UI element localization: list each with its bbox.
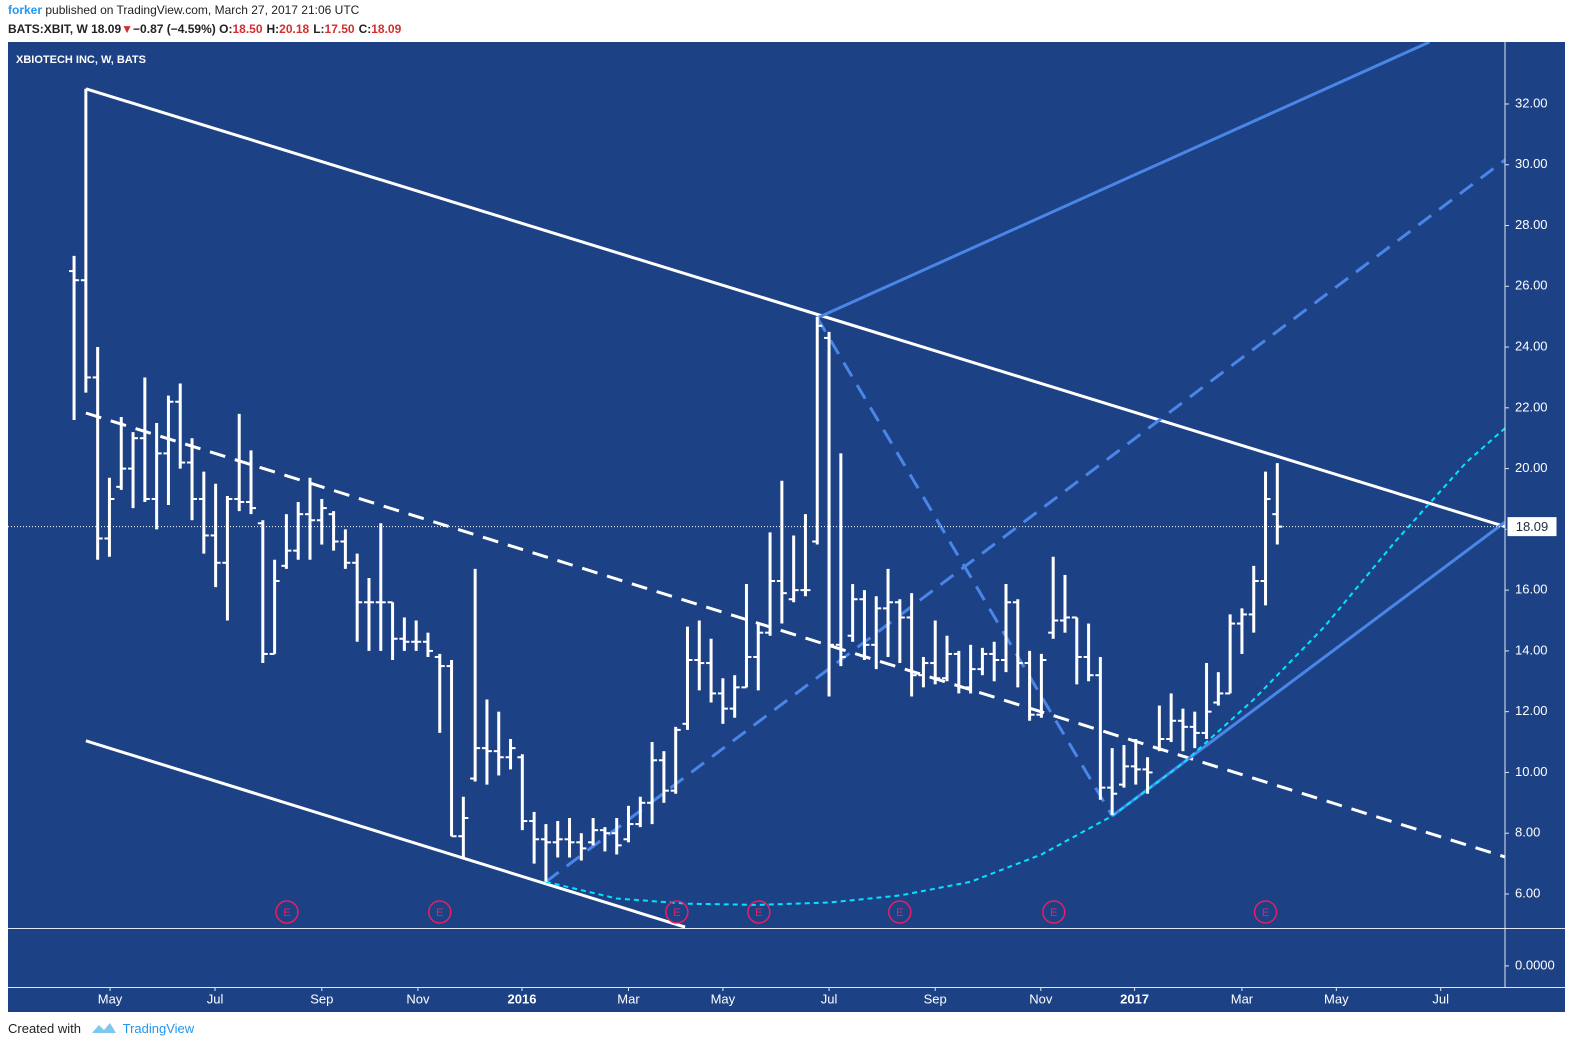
symbol-line: BATS:XBIT, W 18.09▼−0.87 (−4.59%) O:18.5… bbox=[8, 22, 401, 36]
trend-line bbox=[85, 411, 1505, 859]
y-tick-label: 14.00 bbox=[1515, 642, 1548, 657]
x-tick-label: May bbox=[1324, 991, 1349, 1006]
ohlc-label: L: bbox=[313, 22, 325, 36]
earnings-label: E bbox=[673, 907, 680, 919]
y-tick-label: 22.00 bbox=[1515, 399, 1548, 414]
earnings-marker bbox=[275, 900, 299, 924]
trend-line bbox=[85, 87, 1505, 529]
trend-line bbox=[816, 317, 1114, 817]
symbol: BATS:XBIT, W bbox=[8, 22, 88, 36]
y-tick-label: 16.00 bbox=[1515, 582, 1548, 597]
footer: Created with TradingView bbox=[8, 1021, 194, 1036]
y-tick-label: 30.00 bbox=[1515, 156, 1548, 171]
y-tick-label: 0.0000 bbox=[1515, 957, 1555, 972]
ohlc: O:18.50 H:20.18 L:17.50 C:18.09 bbox=[219, 22, 401, 36]
last: 18.09 bbox=[91, 22, 122, 36]
x-tick-label: 2016 bbox=[508, 991, 537, 1006]
chart-title: XBIOTECH INC, W, BATS bbox=[16, 54, 146, 66]
published: published on TradingView.com, March 27, … bbox=[45, 3, 360, 17]
y-tick-label: 12.00 bbox=[1515, 703, 1548, 718]
y-tick-label: 20.00 bbox=[1515, 460, 1548, 475]
trend-line bbox=[544, 158, 1505, 883]
ohlc-value: 17.50 bbox=[324, 22, 355, 36]
earnings-label: E bbox=[896, 907, 903, 919]
x-tick-label: Jul bbox=[821, 991, 838, 1006]
x-tick-label: Nov bbox=[406, 991, 430, 1006]
ohlc-label: C: bbox=[358, 22, 372, 36]
earnings-marker bbox=[747, 900, 771, 924]
chart-background bbox=[8, 42, 1565, 1012]
earnings-marker bbox=[665, 900, 689, 924]
ohlc-value: 18.09 bbox=[371, 22, 402, 36]
x-tick-label: May bbox=[98, 991, 123, 1006]
y-tick-label: 26.00 bbox=[1515, 278, 1548, 293]
last-price-label: 18.09 bbox=[1516, 519, 1549, 534]
earnings-marker bbox=[1042, 900, 1066, 924]
x-tick-label: Sep bbox=[310, 991, 333, 1006]
x-tick-label: Sep bbox=[924, 991, 947, 1006]
arrow: ▼ bbox=[121, 22, 134, 36]
x-tick-label: May bbox=[711, 991, 736, 1006]
ohlc-label: O: bbox=[219, 22, 233, 36]
earnings-marker bbox=[1253, 900, 1278, 924]
y-tick-label: 8.00 bbox=[1515, 825, 1540, 840]
logo bbox=[91, 1023, 116, 1033]
earnings-label: E bbox=[283, 907, 290, 919]
created: Created with bbox=[8, 1021, 81, 1036]
x-tick-label: Nov bbox=[1029, 991, 1053, 1006]
ohlc-label: H: bbox=[266, 22, 280, 36]
x-tick-label: Mar bbox=[617, 991, 640, 1006]
publish-line: forker published on TradingView.com, Mar… bbox=[8, 3, 359, 17]
trend-line bbox=[816, 42, 1431, 320]
x-tick-label: Mar bbox=[1231, 991, 1254, 1006]
y-tick-label: 10.00 bbox=[1515, 764, 1548, 779]
author[interactable]: forker bbox=[8, 3, 43, 17]
logo-shape bbox=[91, 1023, 116, 1033]
last-price-box bbox=[1506, 516, 1558, 538]
change: −0.87 (−4.59%) bbox=[133, 22, 216, 36]
y-tick-label: 6.00 bbox=[1515, 885, 1540, 900]
x-tick-label: 2017 bbox=[1120, 991, 1149, 1006]
earnings-marker bbox=[888, 900, 912, 924]
earnings-label: E bbox=[1262, 907, 1269, 919]
x-tick-label: Jul bbox=[207, 991, 224, 1006]
earnings-label: E bbox=[755, 907, 762, 919]
trend-line bbox=[545, 427, 1505, 906]
x-tick-label: Jul bbox=[1432, 991, 1449, 1006]
earnings-label: E bbox=[436, 907, 443, 919]
ohlc-value: 20.18 bbox=[279, 22, 310, 36]
axes: 6.008.0010.0012.0014.0016.0018.0020.0022… bbox=[98, 95, 1558, 1006]
earnings-marker bbox=[428, 900, 452, 924]
earnings-label: E bbox=[1050, 907, 1057, 919]
y-tick-label: 24.00 bbox=[1515, 338, 1548, 353]
trend-line bbox=[85, 739, 686, 928]
chart: E E E E E E E XBIOTECH INC, W, BATS 6.00 8.00 10… bbox=[8, 42, 1565, 1012]
y-tick-label: 28.00 bbox=[1515, 217, 1548, 232]
brand[interactable]: TradingView bbox=[122, 1021, 195, 1036]
ohlc-value: 18.50 bbox=[232, 22, 263, 36]
y-tick-label: 32.00 bbox=[1515, 95, 1548, 110]
